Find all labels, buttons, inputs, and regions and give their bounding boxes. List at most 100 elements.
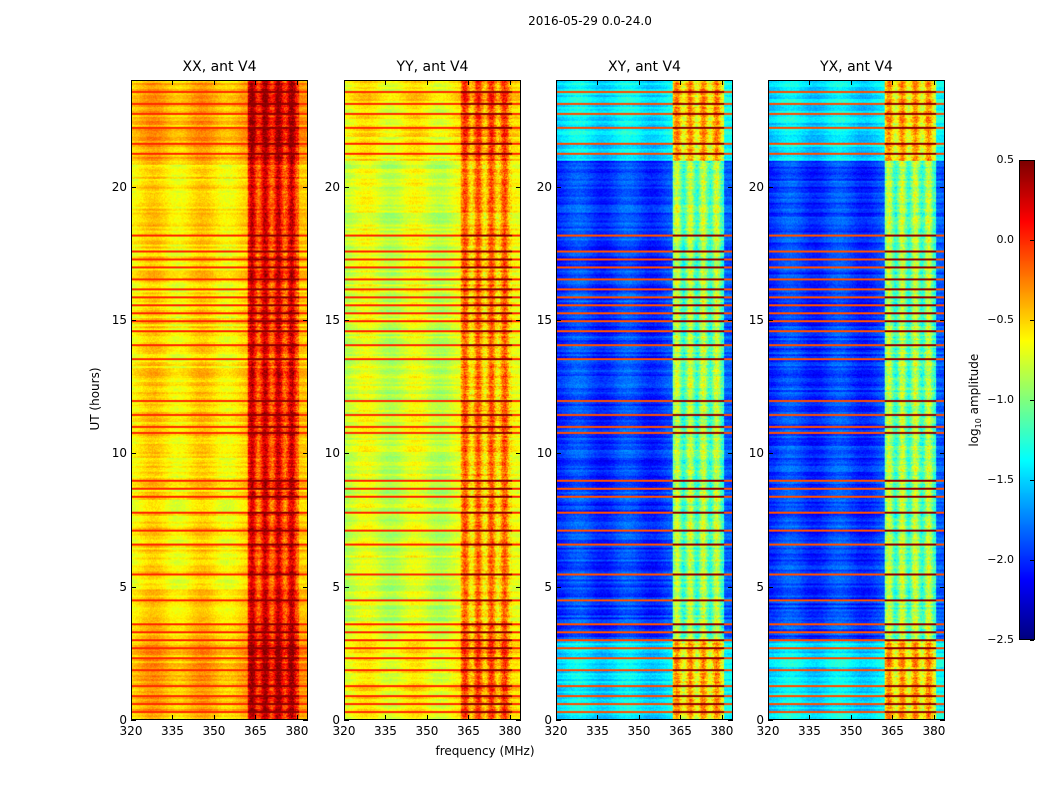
y-tick-mark — [516, 186, 521, 188]
colorbar-tick-mark — [1030, 560, 1034, 561]
y-tick-mark — [131, 453, 136, 455]
y-tick-mark — [768, 586, 773, 588]
x-tick-mark — [344, 715, 345, 720]
x-tick-mark — [597, 80, 599, 85]
y-tick-mark — [516, 586, 521, 588]
x-tick-mark — [768, 715, 769, 720]
y-tick-mark — [940, 453, 945, 455]
x-tick-label: 350 — [202, 724, 226, 738]
colorbar-tick-label: −1.5 — [987, 473, 1014, 486]
y-tick-mark — [556, 586, 561, 588]
x-tick-mark — [721, 715, 723, 720]
x-tick-mark — [721, 80, 723, 85]
colorbar-tick-mark — [1030, 400, 1034, 401]
y-axis-label: UT (hours) — [88, 367, 102, 431]
y-tick-mark — [344, 586, 349, 588]
y-tick-mark — [131, 586, 136, 588]
x-tick-label: 335 — [586, 724, 609, 738]
x-tick-mark — [255, 715, 257, 720]
y-tick-label: 5 — [756, 579, 764, 594]
heatmap-panel — [556, 80, 733, 720]
y-tick-mark — [344, 720, 349, 721]
y-tick-mark — [940, 320, 945, 321]
x-tick-mark — [131, 80, 132, 85]
x-tick-mark — [172, 80, 174, 85]
colorbar-tick-label: 0.5 — [996, 153, 1015, 166]
x-tick-mark — [255, 80, 257, 85]
y-tick-label: 10 — [748, 446, 764, 461]
x-tick-label: 335 — [374, 724, 397, 738]
y-tick-mark — [516, 453, 521, 455]
y-tick-label: 10 — [536, 446, 552, 461]
y-tick-label: 5 — [544, 579, 552, 594]
y-tick-label: 10 — [324, 446, 340, 461]
y-tick-mark — [768, 453, 773, 455]
x-tick-mark — [213, 80, 215, 85]
panel-title: YY, ant V4 — [396, 59, 469, 75]
y-tick-label: 20 — [748, 179, 764, 194]
y-tick-mark — [344, 453, 349, 455]
x-tick-label: 380 — [710, 724, 734, 738]
y-tick-label: 0 — [332, 713, 340, 727]
colorbar-tick-mark — [1030, 240, 1034, 241]
y-tick-mark — [728, 453, 733, 455]
y-tick-label: 5 — [332, 579, 340, 594]
y-tick-mark — [728, 720, 733, 721]
x-tick-label: 380 — [922, 724, 946, 738]
x-tick-label: 350 — [415, 724, 439, 738]
x-tick-mark — [468, 715, 470, 720]
x-tick-mark — [892, 80, 894, 85]
y-tick-label: 10 — [111, 446, 127, 461]
x-tick-label: 365 — [881, 724, 904, 738]
x-tick-mark — [426, 80, 428, 85]
y-tick-mark — [940, 186, 945, 188]
figure-title: 2016-05-29 0.0-24.0 — [528, 14, 652, 28]
x-tick-mark — [172, 715, 174, 720]
x-tick-label: 335 — [798, 724, 821, 738]
y-tick-mark — [556, 453, 561, 455]
y-tick-mark — [303, 453, 308, 455]
x-tick-mark — [933, 80, 935, 85]
colorbar-tick-label: −0.5 — [987, 313, 1014, 326]
x-tick-mark — [680, 80, 682, 85]
x-tick-mark — [426, 715, 428, 720]
y-tick-label: 15 — [111, 313, 127, 327]
y-tick-mark — [344, 186, 349, 188]
x-tick-mark — [344, 80, 345, 85]
y-tick-mark — [344, 320, 349, 321]
x-tick-mark — [509, 80, 511, 85]
x-tick-mark — [556, 80, 557, 85]
x-tick-label: 380 — [285, 724, 309, 738]
x-tick-label: 350 — [627, 724, 651, 738]
y-tick-label: 0 — [119, 713, 127, 727]
y-tick-mark — [131, 186, 136, 188]
x-tick-mark — [131, 715, 132, 720]
y-tick-label: 15 — [748, 313, 764, 327]
y-tick-mark — [556, 186, 561, 188]
y-tick-mark — [556, 720, 561, 721]
heatmap-image — [345, 81, 520, 719]
x-tick-mark — [638, 80, 640, 85]
heatmap-image — [132, 81, 307, 719]
x-tick-label: 320 — [756, 724, 780, 738]
colorbar-tick-label: −1.0 — [987, 393, 1014, 406]
y-tick-mark — [556, 320, 561, 321]
x-tick-mark — [213, 715, 215, 720]
panel-title: YX, ant V4 — [820, 59, 893, 75]
panel-title: XX, ant V4 — [182, 59, 257, 75]
x-tick-mark — [385, 715, 387, 720]
x-tick-label: 320 — [332, 724, 356, 738]
x-tick-label: 365 — [457, 724, 480, 738]
y-tick-mark — [728, 186, 733, 188]
x-tick-mark — [385, 80, 387, 85]
colorbar-tick-mark — [1030, 320, 1034, 321]
x-tick-mark — [933, 715, 935, 720]
y-tick-label: 20 — [324, 179, 340, 194]
colorbar-tick-label: −2.0 — [987, 553, 1014, 566]
x-tick-label: 350 — [839, 724, 863, 738]
y-tick-mark — [728, 320, 733, 321]
y-tick-mark — [131, 320, 136, 321]
x-tick-mark — [509, 715, 511, 720]
y-tick-label: 0 — [756, 713, 764, 727]
